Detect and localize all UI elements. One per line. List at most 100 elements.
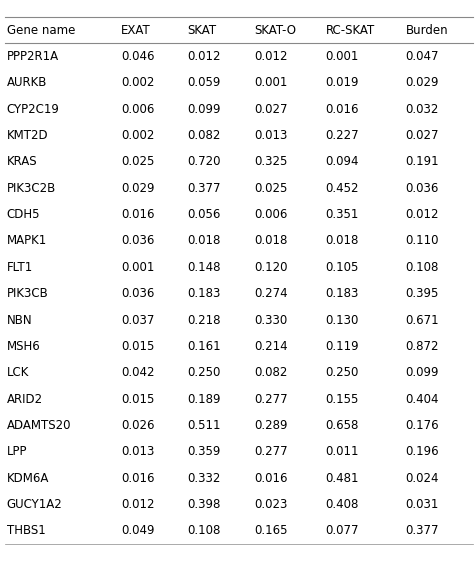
Text: SKAT-O: SKAT-O	[254, 24, 296, 36]
Text: 0.059: 0.059	[188, 76, 221, 89]
Text: 0.025: 0.025	[121, 155, 154, 168]
Text: 0.183: 0.183	[188, 287, 221, 300]
Text: 0.029: 0.029	[405, 76, 439, 89]
Text: THBS1: THBS1	[7, 525, 46, 537]
Text: 0.011: 0.011	[326, 445, 359, 458]
Text: 0.110: 0.110	[405, 234, 439, 247]
Text: KRAS: KRAS	[7, 155, 37, 168]
Text: 0.056: 0.056	[188, 208, 221, 221]
Text: 0.002: 0.002	[121, 76, 154, 89]
Text: 0.720: 0.720	[188, 155, 221, 168]
Text: 0.658: 0.658	[326, 419, 359, 432]
Text: 0.671: 0.671	[405, 314, 439, 327]
Text: 0.398: 0.398	[188, 498, 221, 511]
Text: 0.018: 0.018	[326, 234, 359, 247]
Text: 0.046: 0.046	[121, 50, 154, 63]
Text: CDH5: CDH5	[7, 208, 40, 221]
Text: 0.277: 0.277	[254, 393, 287, 406]
Text: 0.189: 0.189	[188, 393, 221, 406]
Text: 0.006: 0.006	[121, 103, 154, 116]
Text: AURKB: AURKB	[7, 76, 47, 89]
Text: ADAMTS20: ADAMTS20	[7, 419, 71, 432]
Text: 0.006: 0.006	[254, 208, 287, 221]
Text: 0.037: 0.037	[121, 314, 154, 327]
Text: 0.099: 0.099	[188, 103, 221, 116]
Text: 0.404: 0.404	[405, 393, 439, 406]
Text: Gene name: Gene name	[7, 24, 75, 36]
Text: 0.082: 0.082	[188, 129, 221, 142]
Text: 0.218: 0.218	[188, 314, 221, 327]
Text: 0.018: 0.018	[254, 234, 287, 247]
Text: ARID2: ARID2	[7, 393, 43, 406]
Text: 0.077: 0.077	[326, 525, 359, 537]
Text: 0.012: 0.012	[188, 50, 221, 63]
Text: 0.026: 0.026	[121, 419, 154, 432]
Text: 0.002: 0.002	[121, 129, 154, 142]
Text: 0.330: 0.330	[254, 314, 287, 327]
Text: 0.016: 0.016	[254, 472, 287, 485]
Text: 0.024: 0.024	[405, 472, 439, 485]
Text: 0.019: 0.019	[326, 76, 359, 89]
Text: 0.001: 0.001	[121, 261, 154, 274]
Text: MAPK1: MAPK1	[7, 234, 47, 247]
Text: 0.119: 0.119	[326, 340, 359, 353]
Text: 0.481: 0.481	[326, 472, 359, 485]
Text: 0.013: 0.013	[254, 129, 287, 142]
Text: 0.016: 0.016	[121, 472, 154, 485]
Text: 0.214: 0.214	[254, 340, 287, 353]
Text: 0.377: 0.377	[405, 525, 439, 537]
Text: 0.016: 0.016	[326, 103, 359, 116]
Text: 0.042: 0.042	[121, 366, 154, 379]
Text: LPP: LPP	[7, 445, 27, 458]
Text: 0.029: 0.029	[121, 182, 154, 195]
Text: 0.148: 0.148	[188, 261, 221, 274]
Text: 0.176: 0.176	[405, 419, 439, 432]
Text: LCK: LCK	[7, 366, 29, 379]
Text: 0.036: 0.036	[121, 287, 154, 300]
Text: 0.015: 0.015	[121, 340, 154, 353]
Text: Burden: Burden	[405, 24, 448, 36]
Text: 0.012: 0.012	[121, 498, 154, 511]
Text: 0.130: 0.130	[326, 314, 359, 327]
Text: 0.161: 0.161	[188, 340, 221, 353]
Text: 0.018: 0.018	[188, 234, 221, 247]
Text: 0.274: 0.274	[254, 287, 287, 300]
Text: 0.013: 0.013	[121, 445, 154, 458]
Text: 0.036: 0.036	[405, 182, 439, 195]
Text: 0.511: 0.511	[188, 419, 221, 432]
Text: 0.872: 0.872	[405, 340, 439, 353]
Text: 0.047: 0.047	[405, 50, 439, 63]
Text: 0.031: 0.031	[405, 498, 439, 511]
Text: 0.120: 0.120	[254, 261, 287, 274]
Text: 0.165: 0.165	[254, 525, 287, 537]
Text: 0.016: 0.016	[121, 208, 154, 221]
Text: 0.196: 0.196	[405, 445, 439, 458]
Text: 0.377: 0.377	[188, 182, 221, 195]
Text: 0.108: 0.108	[405, 261, 439, 274]
Text: 0.108: 0.108	[188, 525, 221, 537]
Text: 0.191: 0.191	[405, 155, 439, 168]
Text: FLT1: FLT1	[7, 261, 33, 274]
Text: 0.001: 0.001	[254, 76, 287, 89]
Text: 0.250: 0.250	[188, 366, 221, 379]
Text: 0.227: 0.227	[326, 129, 359, 142]
Text: 0.036: 0.036	[121, 234, 154, 247]
Text: RC-SKAT: RC-SKAT	[326, 24, 375, 36]
Text: 0.105: 0.105	[326, 261, 359, 274]
Text: 0.099: 0.099	[405, 366, 439, 379]
Text: PIK3CB: PIK3CB	[7, 287, 48, 300]
Text: 0.012: 0.012	[405, 208, 439, 221]
Text: EXAT: EXAT	[121, 24, 151, 36]
Text: 0.015: 0.015	[121, 393, 154, 406]
Text: KDM6A: KDM6A	[7, 472, 49, 485]
Text: 0.001: 0.001	[326, 50, 359, 63]
Text: 0.289: 0.289	[254, 419, 287, 432]
Text: NBN: NBN	[7, 314, 32, 327]
Text: 0.332: 0.332	[188, 472, 221, 485]
Text: 0.452: 0.452	[326, 182, 359, 195]
Text: SKAT: SKAT	[188, 24, 217, 36]
Text: 0.395: 0.395	[405, 287, 439, 300]
Text: 0.277: 0.277	[254, 445, 287, 458]
Text: MSH6: MSH6	[7, 340, 40, 353]
Text: KMT2D: KMT2D	[7, 129, 48, 142]
